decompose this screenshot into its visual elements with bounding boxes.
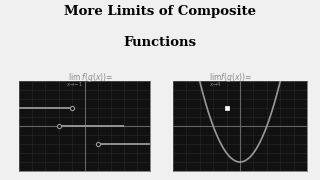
Text: More Limits of Composite: More Limits of Composite xyxy=(64,5,256,18)
Text: $\lim_{x \to 4} f(g(x)) =$: $\lim_{x \to 4} f(g(x)) =$ xyxy=(209,72,252,89)
Text: $\lim_{x \to -1} f(g(x)) =$: $\lim_{x \to -1} f(g(x)) =$ xyxy=(66,72,113,89)
Text: Functions: Functions xyxy=(124,36,196,49)
